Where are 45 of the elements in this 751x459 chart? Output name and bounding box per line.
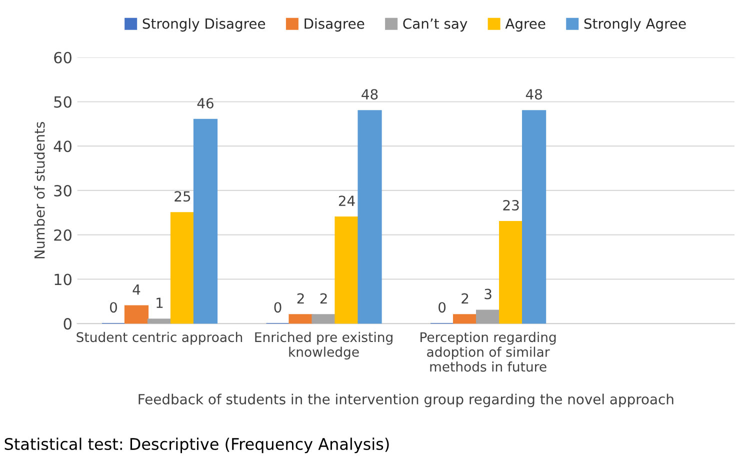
- data-label: 1: [156, 298, 163, 308]
- y-tick-label: 50: [54, 96, 72, 108]
- bar: [499, 220, 524, 324]
- y-axis-title: Number of students: [34, 122, 45, 258]
- data-label: 2: [462, 293, 468, 304]
- bar: [358, 110, 382, 324]
- y-tick-label: 10: [54, 274, 72, 286]
- data-label: 0: [274, 302, 282, 313]
- bar: [476, 310, 500, 324]
- bar: [147, 318, 172, 324]
- data-label: 46: [197, 98, 214, 108]
- y-tick-label: 60: [54, 52, 72, 64]
- legend-label: Strongly Agree: [584, 18, 686, 32]
- legend-label: Strongly Disagree: [142, 18, 266, 32]
- bar: [453, 314, 478, 324]
- bar: [170, 212, 195, 324]
- data-label: 0: [438, 302, 446, 313]
- bar: [522, 110, 546, 324]
- y-tick-label: 20: [54, 229, 72, 241]
- data-label: 48: [526, 89, 542, 100]
- legend-label: Disagree: [304, 18, 364, 32]
- y-tick-label: 40: [54, 140, 72, 152]
- data-label: 4: [132, 284, 140, 295]
- text: Statistical test: Descriptive (Frequency Analysis): [4, 438, 389, 454]
- x-tick-label: Perception regarding adoption of similar methods in future: [420, 332, 556, 372]
- bar: [312, 314, 336, 324]
- bar: [193, 118, 218, 324]
- data-label: 2: [297, 293, 304, 304]
- bar: [334, 216, 359, 324]
- data-label: 23: [503, 200, 519, 211]
- y-tick-label: 0: [64, 318, 72, 330]
- bar: [288, 314, 313, 324]
- data-label: 3: [484, 288, 492, 300]
- data-label: 25: [174, 191, 190, 202]
- y-tick-label: 30: [54, 184, 72, 197]
- data-label: 2: [320, 293, 327, 304]
- bar: [124, 305, 149, 324]
- x-axis-title: Feedback of students in the intervention group regarding the novel approach: [138, 394, 674, 408]
- data-label: 24: [338, 196, 355, 206]
- x-tick-label: Student centric approach: [76, 332, 242, 345]
- legend-label: Agree: [505, 18, 546, 32]
- x-tick-label: Enriched pre existing knowledge: [255, 332, 392, 360]
- legend-label: Can’t say: [403, 18, 468, 32]
- data-label: 0: [110, 302, 117, 313]
- data-label: 48: [362, 89, 378, 100]
